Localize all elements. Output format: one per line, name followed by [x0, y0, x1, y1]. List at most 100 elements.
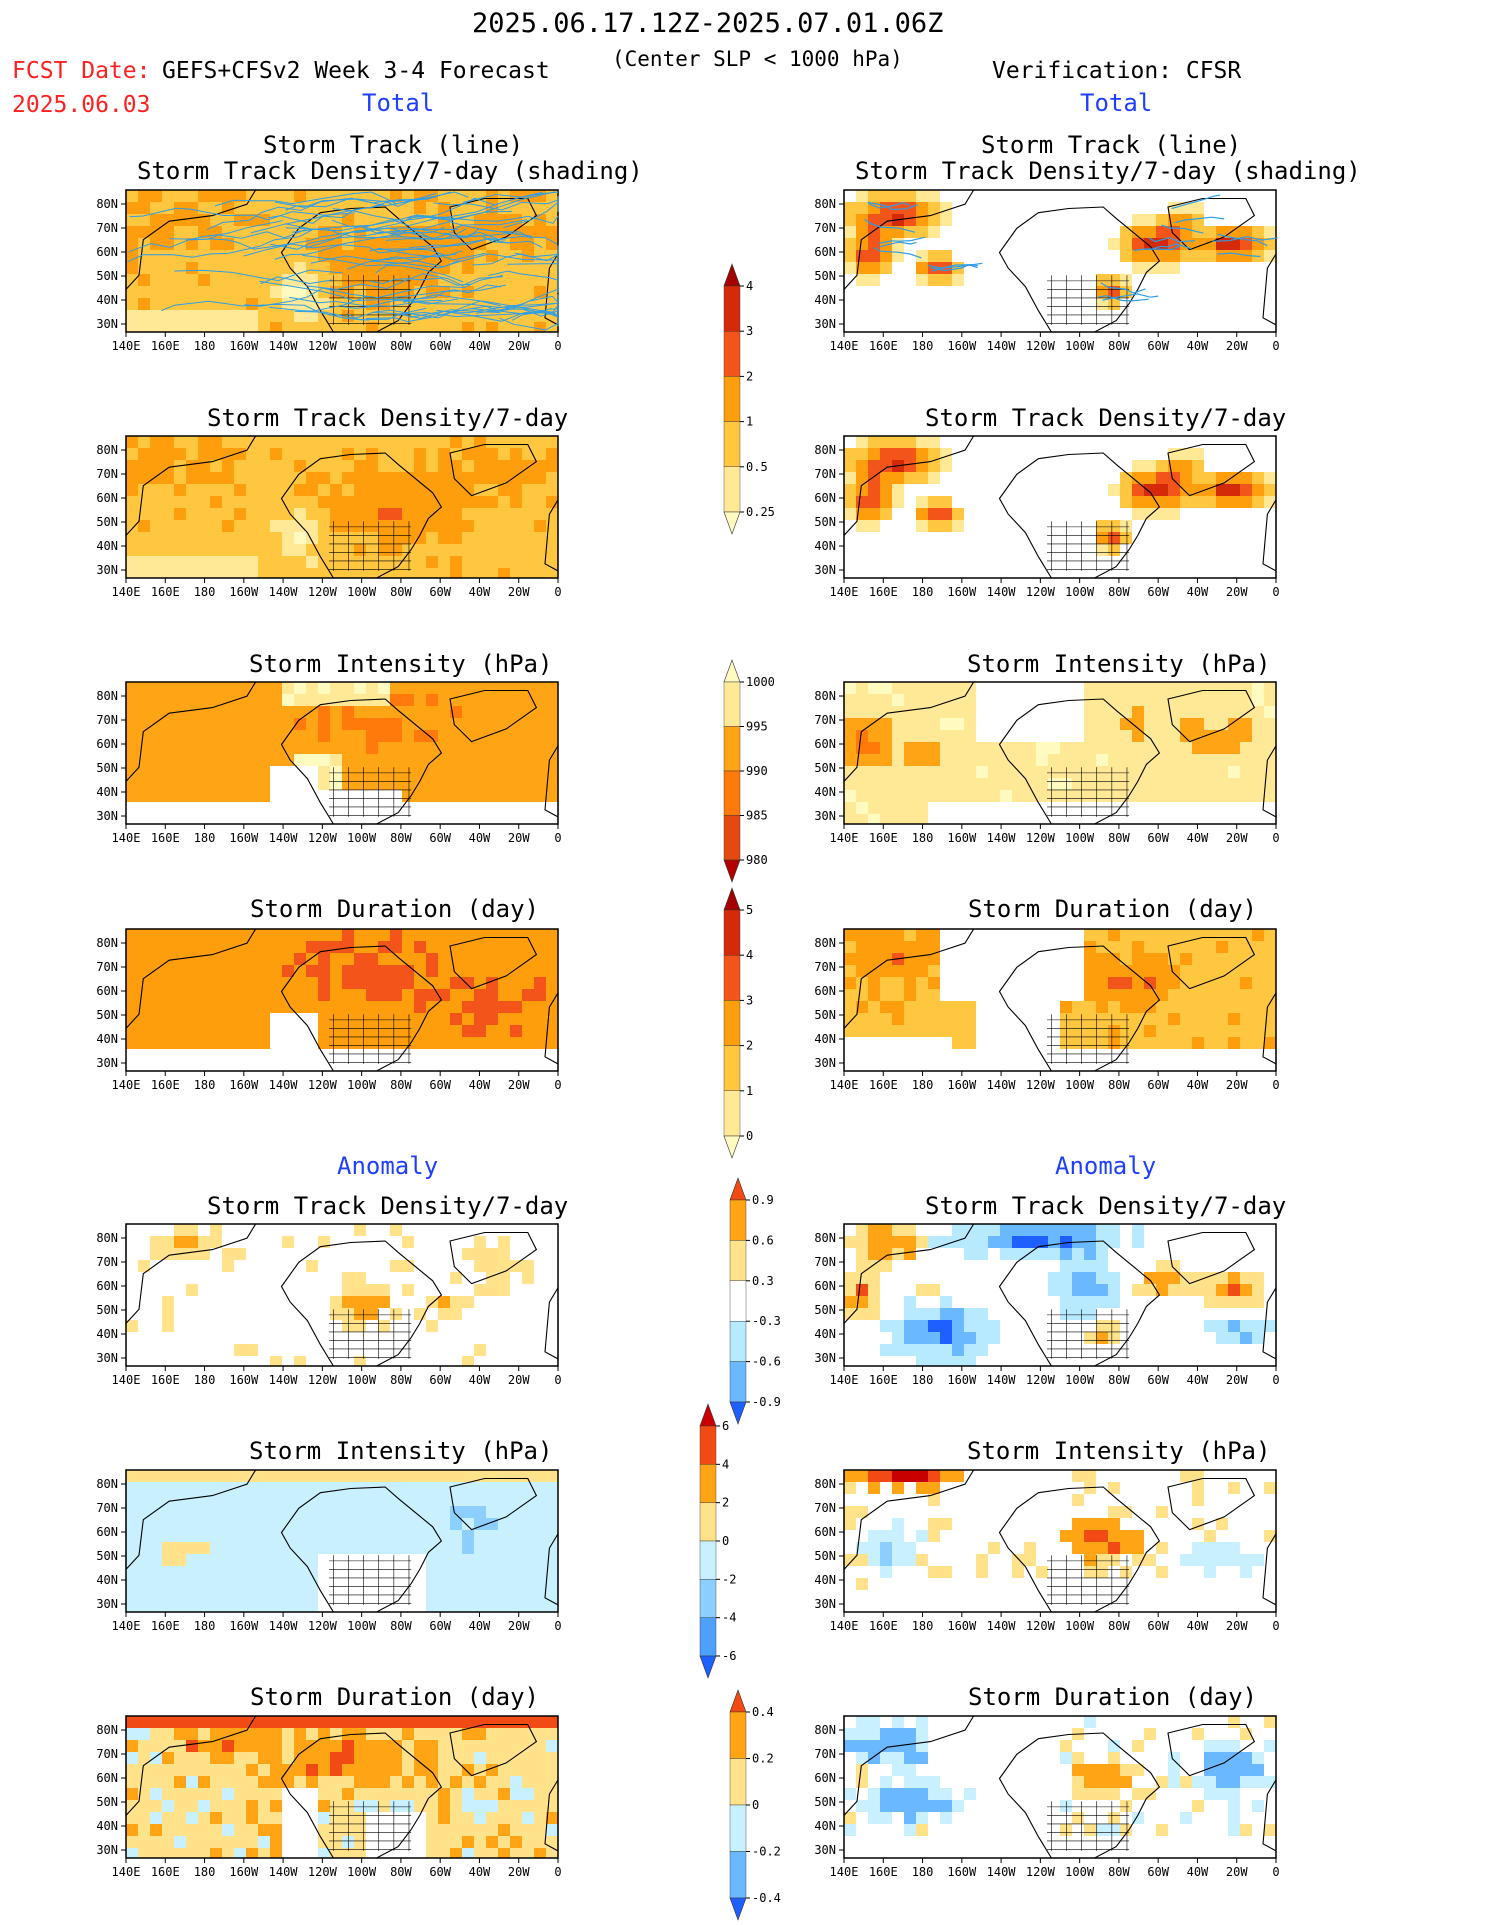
field-cell [522, 1037, 534, 1049]
field-cell [1180, 706, 1192, 718]
field-cell [1084, 1470, 1096, 1482]
lat-tick-label: 50N [96, 1795, 118, 1809]
field-cell [306, 520, 318, 532]
field-cell [1120, 250, 1132, 262]
field-cell [126, 262, 138, 274]
colorbar-label: 4 [722, 1457, 729, 1471]
field-cell [1192, 754, 1204, 766]
field-cell [378, 1788, 390, 1800]
field-cell [1156, 1284, 1168, 1296]
field-cell [354, 460, 366, 472]
field-cell [1108, 1812, 1120, 1824]
field-cell [940, 682, 952, 694]
field-cell [150, 238, 162, 250]
field-cell [270, 1356, 282, 1366]
asia-coastline [843, 928, 975, 1030]
field-cell [282, 953, 294, 965]
storm-track-line [864, 218, 916, 233]
field-cell [462, 1296, 474, 1308]
colorbar-segment [729, 1199, 747, 1241]
field-cell [402, 1236, 414, 1248]
field-cell [318, 1764, 330, 1776]
field-cell [844, 1824, 856, 1836]
field-cell [222, 1470, 234, 1482]
lon-tick-label: 180 [194, 339, 216, 353]
field-cell [390, 1716, 402, 1728]
field-cell [1204, 989, 1216, 1001]
field-cell [1156, 484, 1168, 496]
field-cell [498, 1236, 510, 1248]
field-cell [486, 1284, 498, 1296]
field-cell [210, 1518, 222, 1530]
field-cell [498, 472, 510, 484]
field-cell [1108, 1320, 1120, 1332]
lon-tick-label: 60W [1147, 585, 1169, 599]
field-cell [210, 1590, 222, 1602]
field-cell [330, 730, 342, 742]
field-cell [462, 262, 474, 274]
field-cell [150, 941, 162, 953]
field-cell [150, 484, 162, 496]
colorbar-segment [723, 376, 741, 422]
lon-tick-label: 120W [308, 1078, 338, 1092]
field-cell [378, 730, 390, 742]
field-cell [868, 460, 880, 472]
field-cell [868, 1001, 880, 1013]
field-cell [414, 1776, 426, 1788]
field-cell [1072, 1530, 1084, 1542]
field-cell [1228, 472, 1240, 484]
field-cell [318, 460, 330, 472]
field-cell [1168, 448, 1180, 460]
field-cell [234, 1025, 246, 1037]
field-cell [868, 496, 880, 508]
field-cell [186, 682, 198, 694]
field-cell [426, 965, 438, 977]
field-cell [1180, 941, 1192, 953]
field-cell [450, 532, 462, 544]
field-cell [246, 472, 258, 484]
field-cell [928, 1025, 940, 1037]
field-cell [510, 274, 522, 286]
field-cell [390, 754, 402, 766]
field-cell [916, 250, 928, 262]
asia-coastline [125, 189, 257, 291]
field-cell [486, 544, 498, 556]
north-america-coastline [998, 945, 1161, 1072]
field-cell [390, 1530, 402, 1542]
field-cell [378, 682, 390, 694]
field-cell [210, 1812, 222, 1824]
field-cell [964, 1332, 976, 1344]
field-cell [438, 1470, 450, 1482]
field-cell [186, 1716, 198, 1728]
field-cell [1036, 1248, 1048, 1260]
field-cell [1000, 766, 1012, 778]
lat-tick-label: 70N [96, 713, 118, 727]
field-cell [856, 1554, 868, 1566]
field-cell [258, 298, 270, 310]
field-cell [258, 568, 270, 578]
field-cell [138, 1554, 150, 1566]
title-anom-density-left: Storm Track Density/7-day [207, 1192, 569, 1220]
field-cell [174, 1566, 186, 1578]
field-cell [904, 802, 916, 814]
field-cell [270, 682, 282, 694]
field-cell [1168, 1272, 1180, 1284]
field-cell [522, 1764, 534, 1776]
field-cell [450, 496, 462, 508]
field-cell [138, 1037, 150, 1049]
field-cell [318, 1812, 330, 1824]
field-cell [222, 766, 234, 778]
field-cell [354, 730, 366, 742]
field-cell [1240, 682, 1252, 694]
field-cell [150, 448, 162, 460]
field-cell [378, 1284, 390, 1296]
field-cell [856, 1308, 868, 1320]
field-cell [498, 1001, 510, 1013]
field-cell [438, 1740, 450, 1752]
field-cell [940, 754, 952, 766]
field-cell [186, 929, 198, 941]
field-cell [510, 953, 522, 965]
field-cell [522, 1260, 534, 1272]
field-cell [186, 1248, 198, 1260]
field-cell [270, 496, 282, 508]
